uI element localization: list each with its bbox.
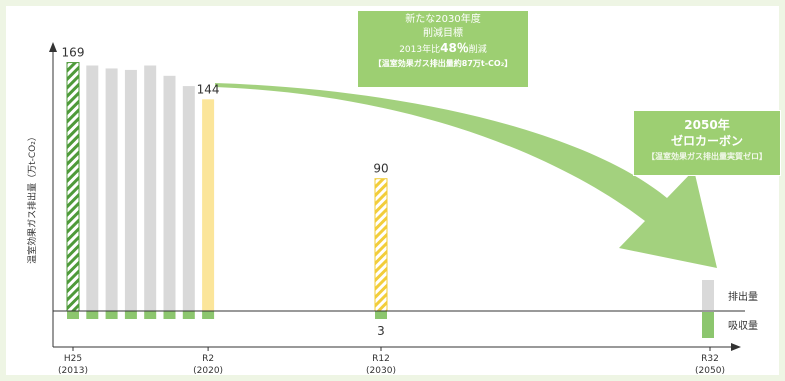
absorption-value-label: 3 <box>377 324 385 338</box>
emission-bar <box>66 62 80 312</box>
value-label: 144 <box>197 82 220 96</box>
x-tick-sublabel: (2013) <box>58 366 88 376</box>
zero-title-year: 2050年 <box>684 118 730 132</box>
absorption-bar <box>202 311 215 319</box>
emission-bar <box>105 68 118 311</box>
target-line4: 【温室効果ガス排出量約87万t-CO₂】 <box>373 59 513 68</box>
target-line2: 削減目標 <box>423 28 463 39</box>
absorption-bar <box>86 311 99 319</box>
legend-absorption-swatch <box>702 312 714 338</box>
absorption-bar <box>163 311 176 319</box>
emission-bar <box>163 75 176 311</box>
absorption-bar <box>67 311 79 319</box>
emission-bar <box>86 65 99 311</box>
value-label: 90 <box>373 162 388 176</box>
emission-bar <box>124 69 137 311</box>
x-tick-label: R12 <box>372 354 390 364</box>
absorption-bar <box>105 311 118 319</box>
value-label: 169 <box>62 46 85 60</box>
legend-absorption-label: 吸収量 <box>728 320 758 332</box>
absorption-bar <box>182 311 195 319</box>
target-2030-callout: 新たな2030年度 削減目標 2013年比48％削減 【温室効果ガス排出量約87… <box>357 10 529 88</box>
absorption-bar <box>375 311 387 319</box>
reduction-arrow <box>215 83 717 268</box>
emission-bar <box>182 86 195 311</box>
legend-emission-swatch <box>702 280 714 310</box>
x-tick-sublabel: (2030) <box>366 366 396 376</box>
emission-bar <box>202 99 215 311</box>
zero-title-main: ゼロカーボン <box>670 134 743 148</box>
target-line3: 2013年比48％削減 <box>399 41 487 55</box>
x-tick-sublabel: (2050) <box>695 366 725 376</box>
absorption-bar <box>124 311 137 319</box>
emission-bar <box>144 65 157 311</box>
x-tick-label: H25 <box>64 354 82 364</box>
y-axis-arrowhead <box>49 42 57 52</box>
absorption-bar <box>144 311 157 319</box>
x-tick-label: R32 <box>701 354 719 364</box>
y-axis-label: 温室効果ガス排出量（万t-CO₂） <box>26 132 38 264</box>
x-axis-arrowhead <box>731 343 741 351</box>
bars-layer: 169 144 90 3 <box>62 46 389 338</box>
zero-note: 【温室効果ガス排出量実質ゼロ】 <box>647 152 767 161</box>
emission-bar <box>374 178 388 312</box>
x-tick-sublabel: (2020) <box>193 366 223 376</box>
zero-carbon-callout: 2050年 ゼロカーボン 【温室効果ガス排出量実質ゼロ】 <box>633 110 781 176</box>
x-ticks: H25 (2013) R2 (2020) R12 (2030) R32 (2050) <box>58 347 725 376</box>
legend-emission-label: 排出量 <box>728 290 758 303</box>
x-tick-label: R2 <box>202 354 214 364</box>
target-line1: 新たな2030年度 <box>405 14 481 25</box>
target-percent: 48％ <box>440 41 469 55</box>
